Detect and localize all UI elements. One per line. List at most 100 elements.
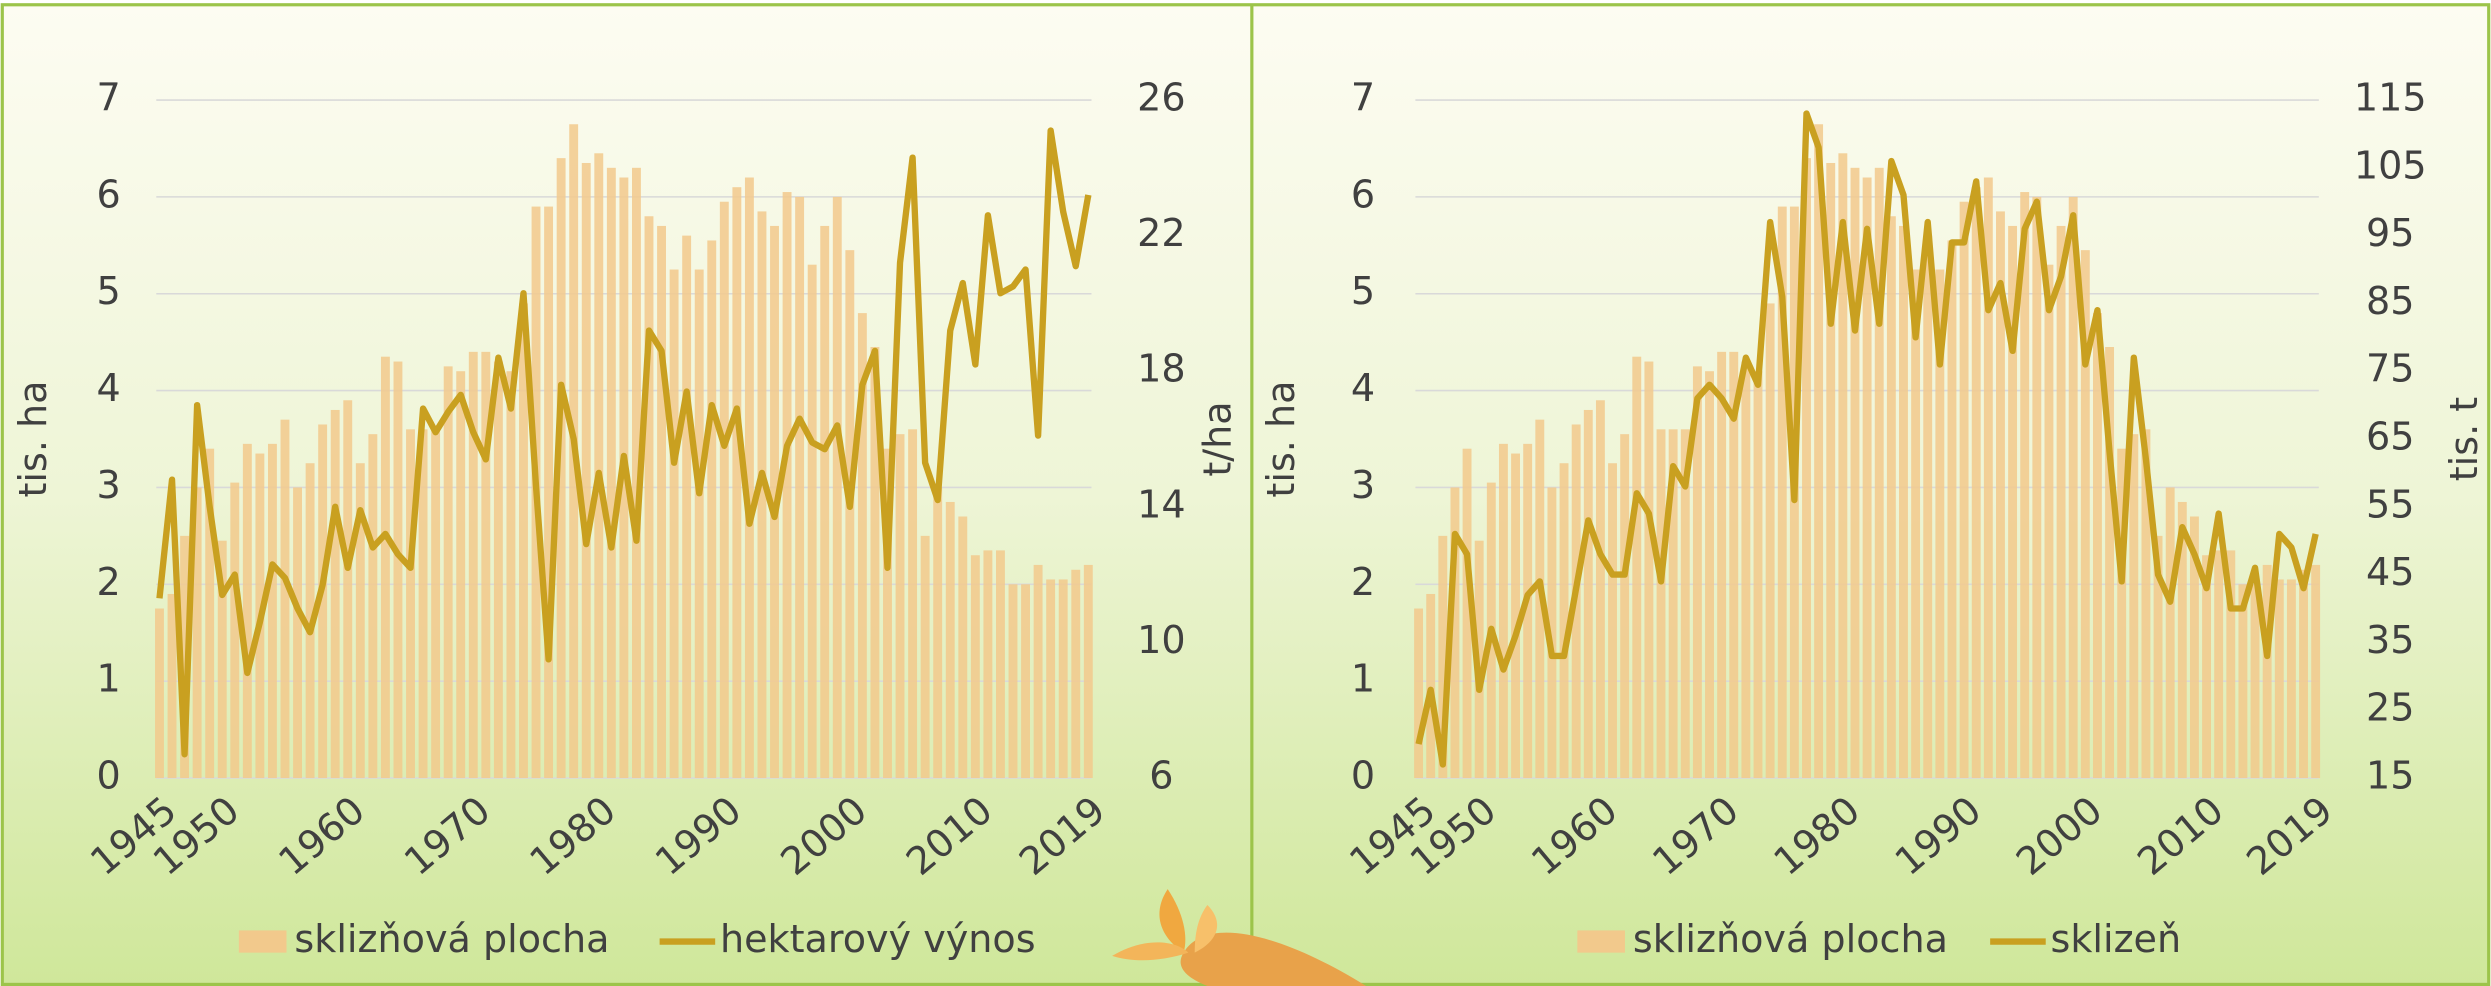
y-axis-title: tis. ha (11, 380, 55, 497)
bar (1862, 177, 1872, 779)
bar (719, 201, 729, 779)
bar (418, 429, 428, 779)
legend-label: hektarový výnos (720, 917, 1036, 961)
bar (1559, 463, 1569, 779)
y-tick-label: 5 (1351, 269, 1375, 313)
bar (669, 269, 679, 779)
bar (230, 482, 240, 779)
bar (393, 361, 403, 779)
bar (2202, 555, 2211, 779)
bar (1071, 569, 1081, 779)
bar (1741, 361, 1751, 779)
bar (820, 225, 830, 779)
bar (1911, 269, 1921, 779)
bar (1838, 153, 1848, 779)
bar (2008, 225, 2018, 779)
bar (970, 555, 980, 779)
bar (2044, 264, 2054, 779)
bar (556, 158, 566, 779)
legend-label: sklizňová plocha (1633, 917, 1948, 961)
bar (2311, 564, 2321, 779)
line (156, 127, 1092, 758)
bar (1547, 487, 1557, 779)
bar (506, 371, 516, 779)
bar (795, 196, 805, 779)
bar (644, 216, 654, 779)
bar (1644, 361, 1654, 779)
bar (1717, 351, 1727, 779)
y2-tick-label: 105 (2354, 143, 2427, 187)
bar (707, 240, 717, 779)
bar (1802, 158, 1811, 779)
bar (205, 448, 215, 779)
bar (1438, 535, 1448, 779)
bar (1753, 371, 1763, 779)
bar (2153, 535, 2163, 779)
bar (1426, 593, 1436, 779)
bar (167, 593, 177, 779)
bar (694, 269, 704, 779)
y-tick-label: 1 (97, 657, 121, 701)
bar (581, 162, 591, 779)
bar (280, 419, 290, 779)
y-tick-label: 1 (1351, 657, 1375, 701)
bar (2056, 225, 2066, 779)
bar (2068, 196, 2078, 779)
legend-label: sklizeň (2050, 917, 2181, 961)
bar (2274, 579, 2284, 779)
bar (1996, 211, 2005, 779)
bar (1608, 463, 1617, 779)
bar (456, 371, 466, 779)
bar (2286, 579, 2296, 779)
bar (757, 211, 767, 779)
bar (1058, 579, 1068, 779)
bar (606, 167, 616, 779)
bar (1935, 269, 1945, 779)
y2-tick-label: 65 (2366, 415, 2414, 459)
bar (2032, 196, 2042, 779)
bar (368, 434, 378, 779)
bar (920, 535, 930, 779)
bar (443, 366, 453, 779)
bar (1983, 177, 1993, 779)
bar (2080, 250, 2090, 779)
bar (380, 356, 390, 779)
bar (1632, 356, 1642, 779)
y2-tick-label: 55 (2366, 482, 2414, 526)
y2-tick-label: 95 (2366, 211, 2414, 255)
y2-tick-label: 26 (1137, 76, 1185, 120)
bar (1947, 240, 1957, 779)
bar (1008, 584, 1018, 779)
bar (996, 550, 1005, 779)
bar (180, 535, 190, 779)
bar (2262, 564, 2272, 779)
y2-tick-label: 22 (1137, 211, 1185, 255)
bar (406, 429, 415, 779)
bar (1765, 303, 1775, 779)
bar (2020, 192, 2030, 779)
y2-tick-label: 25 (2366, 686, 2414, 730)
y2-tick-label: 75 (2366, 347, 2414, 391)
bar (1899, 225, 1908, 779)
bar (1971, 187, 1981, 779)
bar (2092, 313, 2102, 779)
bar (242, 443, 252, 779)
y-tick-label: 6 (97, 172, 121, 216)
bar (1705, 371, 1714, 779)
bar (330, 409, 340, 779)
y-tick-label: 3 (97, 463, 121, 507)
bar (845, 250, 855, 779)
bar (983, 550, 993, 779)
y-tick-label: 2 (1351, 560, 1375, 604)
bar (1450, 487, 1460, 779)
bar (1033, 564, 1043, 779)
bar (2117, 448, 2127, 779)
bar (1414, 608, 1424, 779)
y2-axis-title: t/ha (1196, 401, 1240, 476)
bar (1680, 429, 1690, 779)
bar (293, 487, 302, 779)
y-tick-label: 5 (97, 269, 121, 313)
bar (870, 347, 880, 779)
